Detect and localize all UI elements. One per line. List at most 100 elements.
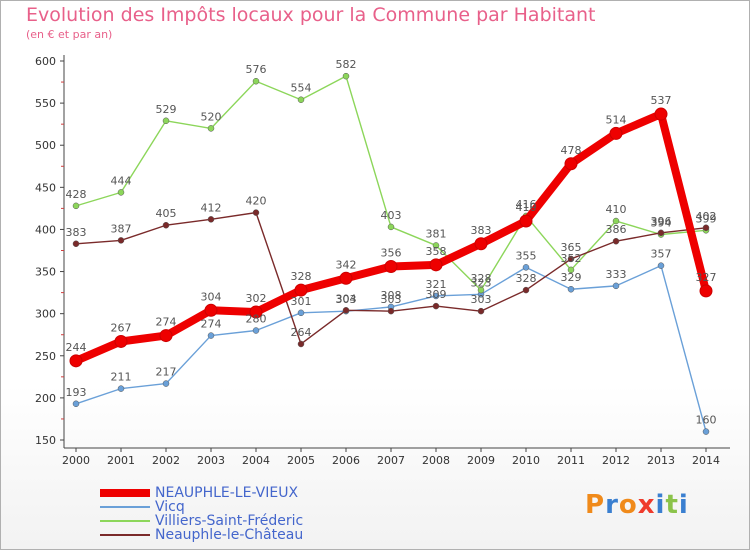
- series-layer: [69, 72, 713, 435]
- legend-swatch: [100, 534, 150, 536]
- data-point-neauphle-le-vieux: [204, 303, 218, 317]
- data-point-vicq: [117, 385, 125, 392]
- data-point-villiers-saint-frederic: [477, 286, 485, 294]
- data-point-neauphle-le-vieux: [159, 329, 173, 343]
- x-tick-label: 2003: [197, 454, 225, 467]
- data-label-neauphle-le-vieux: 342: [336, 258, 357, 271]
- y-tick-label: 600: [35, 55, 56, 68]
- data-label-vicq: 193: [66, 386, 87, 399]
- data-point-neauphle-le-chateau: [207, 216, 215, 223]
- data-point-villiers-saint-frederic: [207, 125, 215, 132]
- data-point-neauphle-le-chateau: [522, 286, 530, 294]
- data-label-villiers-saint-frederic: 399: [696, 212, 717, 225]
- data-label-neauphle-le-chateau: 303: [381, 293, 402, 306]
- data-label-villiers-saint-frederic: 352: [561, 252, 582, 265]
- data-label-vicq: 160: [696, 414, 717, 427]
- data-label-neauphle-le-vieux: 358: [426, 245, 447, 258]
- data-point-villiers-saint-frederic: [162, 117, 170, 125]
- axes: 150 200 250 300 350 400 450 500 550 600 2000 2001 20…: [35, 55, 730, 467]
- data-point-villiers-saint-frederic: [252, 77, 260, 85]
- data-point-neauphle-le-chateau: [297, 340, 305, 348]
- data-label-neauphle-le-vieux: 383: [471, 224, 492, 237]
- logo-letter: x: [637, 490, 656, 520]
- proxiti-logo: Proxiti: [585, 490, 689, 520]
- y-tick-label: 450: [35, 181, 56, 194]
- logo-letter: i: [678, 490, 689, 520]
- data-point-neauphle-le-chateau: [252, 209, 260, 216]
- x-tick-label: 2006: [332, 454, 360, 467]
- y-tick-label: 150: [35, 434, 56, 447]
- data-point-neauphle-le-vieux: [474, 237, 488, 251]
- legend-label: NEAUPHLE-LE-VIEUX: [155, 485, 299, 501]
- data-point-neauphle-le-chateau: [567, 255, 575, 263]
- data-point-neauphle-le-vieux: [249, 305, 263, 319]
- data-label-vicq: 323: [471, 276, 492, 289]
- x-tick-label: 2013: [647, 454, 675, 467]
- data-label-villiers-saint-frederic: 529: [156, 103, 177, 116]
- legend-swatch: [100, 506, 150, 508]
- logo-letter: i: [655, 490, 666, 520]
- data-point-neauphle-le-chateau: [72, 240, 80, 248]
- data-point-villiers-saint-frederic: [432, 242, 440, 249]
- data-label-neauphle-le-chateau: 303: [471, 293, 492, 306]
- data-point-vicq: [162, 380, 170, 387]
- data-point-villiers-saint-frederic: [72, 202, 80, 210]
- x-tick-label: 2005: [287, 454, 315, 467]
- data-label-vicq: 274: [201, 318, 222, 331]
- data-label-villiers-saint-frederic: 328: [471, 272, 492, 285]
- y-tick-label: 500: [35, 139, 56, 152]
- data-point-neauphle-le-vieux: [384, 260, 398, 274]
- data-label-neauphle-le-chateau: 365: [561, 241, 582, 254]
- data-label-neauphle-le-vieux: 244: [66, 341, 87, 354]
- data-point-neauphle-le-vieux: [609, 126, 623, 140]
- data-label-villiers-saint-frederic: 394: [651, 216, 672, 229]
- data-point-neauphle-le-vieux: [69, 354, 83, 368]
- chart-title: Evolution des Impôts locaux pour la Comm…: [26, 4, 596, 26]
- data-label-villiers-saint-frederic: 403: [381, 209, 402, 222]
- data-point-neauphle-le-vieux: [654, 107, 668, 121]
- logo-letter: o: [618, 490, 638, 520]
- data-point-neauphle-le-vieux: [114, 334, 128, 348]
- data-label-villiers-saint-frederic: 381: [426, 227, 447, 240]
- legend-label: Vicq: [155, 499, 185, 515]
- data-point-neauphle-le-chateau: [702, 224, 710, 232]
- x-tick-label: 2011: [557, 454, 585, 467]
- x-tick-label: 2002: [152, 454, 180, 467]
- data-label-neauphle-le-vieux: 410: [516, 201, 537, 214]
- data-point-villiers-saint-frederic: [117, 189, 125, 196]
- data-label-neauphle-le-vieux: 274: [156, 316, 177, 329]
- legend-swatch: [100, 520, 150, 522]
- data-label-neauphle-le-chateau: 304: [336, 292, 357, 305]
- data-label-villiers-saint-frederic: 410: [606, 203, 627, 216]
- logo-letter: r: [605, 490, 619, 520]
- x-tick-label: 2009: [467, 454, 495, 467]
- data-label-neauphle-le-vieux: 302: [246, 292, 267, 305]
- legend-swatch: [100, 489, 150, 497]
- data-label-neauphle-le-chateau: 420: [246, 195, 267, 208]
- x-tick-label: 2001: [107, 454, 135, 467]
- data-label-neauphle-le-vieux: 267: [111, 321, 132, 334]
- data-label-neauphle-le-chateau: 412: [201, 201, 222, 214]
- data-point-vicq: [72, 400, 80, 408]
- y-tick-label: 200: [35, 392, 56, 405]
- data-point-neauphle-le-chateau: [342, 307, 350, 314]
- data-label-vicq: 303: [336, 293, 357, 306]
- data-point-villiers-saint-frederic: [612, 217, 620, 225]
- data-label-neauphle-le-chateau: 402: [696, 210, 717, 223]
- data-point-vicq: [432, 292, 440, 300]
- data-label-vicq: 280: [246, 313, 267, 326]
- data-point-neauphle-le-vieux: [429, 258, 443, 272]
- x-tick-label: 2014: [692, 454, 720, 467]
- y-tick-label: 400: [35, 223, 56, 236]
- data-point-vicq: [522, 264, 530, 271]
- data-label-neauphle-le-chateau: 386: [606, 223, 627, 236]
- data-label-neauphle-le-chateau: 328: [516, 272, 537, 285]
- data-label-vicq: 301: [291, 295, 312, 308]
- data-label-vicq: 329: [561, 271, 582, 284]
- data-point-villiers-saint-frederic: [387, 223, 395, 231]
- data-label-neauphle-le-vieux: 478: [561, 144, 582, 157]
- data-point-neauphle-le-vieux: [699, 284, 713, 298]
- x-tick-label: 2010: [512, 454, 540, 467]
- data-point-villiers-saint-frederic: [567, 266, 575, 274]
